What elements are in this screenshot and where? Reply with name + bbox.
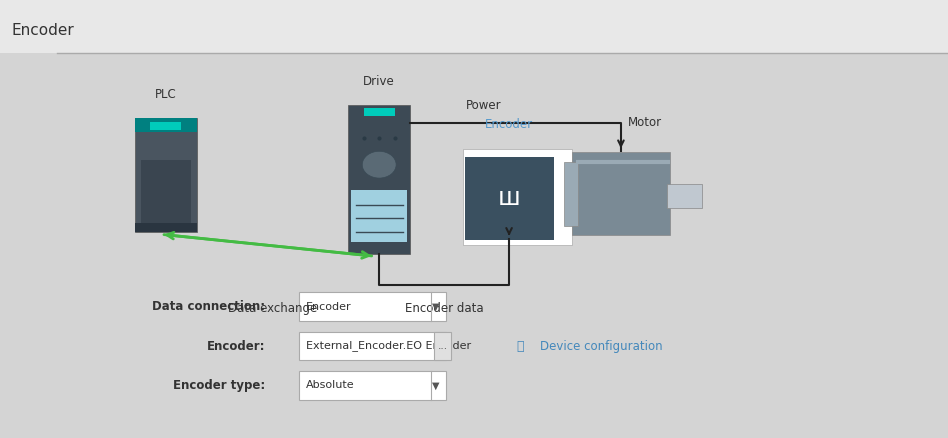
- Text: Device configuration: Device configuration: [540, 339, 663, 353]
- Text: Encoder data: Encoder data: [405, 302, 483, 315]
- FancyBboxPatch shape: [667, 184, 702, 208]
- Text: ш: ш: [498, 186, 520, 210]
- FancyBboxPatch shape: [141, 160, 191, 223]
- Text: External_Encoder.EO Encoder: External_Encoder.EO Encoder: [306, 341, 471, 351]
- Text: Encoder: Encoder: [485, 118, 533, 131]
- Text: Data exchange: Data exchange: [228, 302, 318, 315]
- FancyBboxPatch shape: [0, 0, 948, 53]
- Text: Encoder: Encoder: [11, 23, 74, 38]
- FancyBboxPatch shape: [434, 332, 451, 360]
- Text: ▼: ▼: [432, 302, 440, 311]
- Text: PLC: PLC: [155, 88, 176, 101]
- Text: Encoder:: Encoder:: [207, 339, 265, 353]
- FancyBboxPatch shape: [151, 122, 181, 130]
- FancyBboxPatch shape: [572, 152, 670, 235]
- FancyBboxPatch shape: [135, 118, 196, 232]
- Text: Motor: Motor: [628, 116, 662, 129]
- Text: Drive: Drive: [363, 74, 395, 88]
- Text: Encoder type:: Encoder type:: [173, 379, 265, 392]
- FancyBboxPatch shape: [299, 371, 446, 399]
- FancyBboxPatch shape: [364, 108, 394, 116]
- Text: Data connection:: Data connection:: [153, 300, 265, 313]
- FancyBboxPatch shape: [564, 162, 578, 226]
- FancyBboxPatch shape: [352, 190, 407, 242]
- FancyBboxPatch shape: [349, 105, 410, 254]
- FancyBboxPatch shape: [465, 157, 554, 240]
- FancyBboxPatch shape: [299, 293, 446, 321]
- FancyBboxPatch shape: [135, 223, 196, 232]
- FancyBboxPatch shape: [135, 118, 196, 132]
- Text: Encoder: Encoder: [306, 302, 352, 311]
- Text: ▼: ▼: [432, 381, 440, 390]
- Text: 🔧: 🔧: [517, 339, 524, 353]
- Text: Power: Power: [465, 99, 501, 112]
- Text: ...: ...: [438, 341, 447, 351]
- Ellipse shape: [362, 151, 396, 178]
- Text: Absolute: Absolute: [306, 381, 355, 390]
- FancyBboxPatch shape: [299, 332, 446, 360]
- FancyBboxPatch shape: [463, 149, 572, 245]
